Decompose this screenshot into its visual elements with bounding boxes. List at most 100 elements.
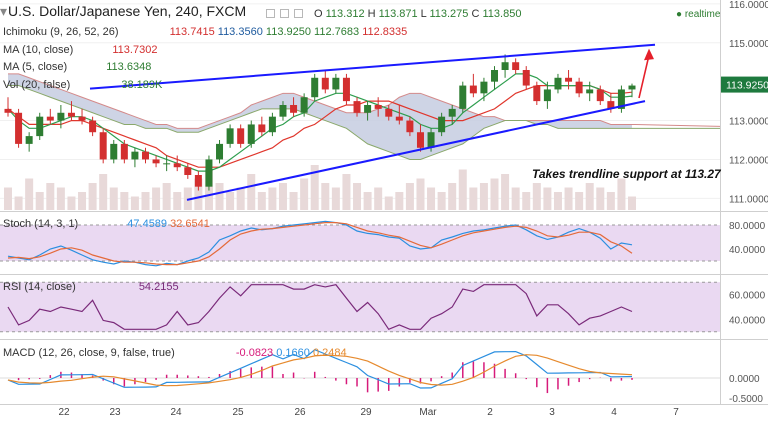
volume-bar [469, 187, 478, 210]
rsi-pane: 60.0000 40.0000 [0, 281, 766, 333]
volume-bar [247, 174, 256, 210]
ma5-legend: MA (5, close) 113.6348 [3, 61, 152, 73]
candle [607, 101, 615, 109]
ichimoku-legend: Ichimoku (9, 26, 52, 26) 113.7415 113.35… [3, 26, 408, 38]
price-pane: 116.0000 115.0000 113.0000 112.0000 111.0000… [0, 0, 768, 210]
volume-bar [35, 192, 44, 210]
candle [89, 120, 97, 133]
volume-bar [67, 196, 76, 210]
volume-bar [236, 187, 245, 210]
candle [173, 163, 181, 168]
candle [247, 124, 255, 144]
candle [152, 159, 160, 164]
ma10-line [7, 85, 633, 168]
rsi-legend: RSI (14, close) 54.2155 [3, 281, 179, 293]
realtime-indicator: ● realtime [676, 9, 721, 20]
candle [565, 77, 573, 82]
lower-trendline [186, 100, 646, 201]
candle [141, 151, 149, 160]
candle [279, 105, 287, 117]
candle [110, 143, 118, 160]
volume-bar [606, 192, 615, 210]
stoch-pane: 80.0000 40.0000 [0, 220, 766, 267]
candle [321, 77, 329, 90]
volume-bar [501, 174, 510, 210]
y-tick-label: 115.0000 [729, 39, 768, 50]
volume-bar [363, 192, 372, 210]
volume-bar [384, 196, 393, 210]
candle [300, 97, 308, 113]
x-tick-label: 26 [294, 407, 306, 418]
volume-bar [109, 187, 118, 210]
volume-bar [416, 178, 425, 210]
macd-legend: MACD (12, 26, close, 9, false, true) -0.… [3, 347, 347, 359]
candle [480, 81, 488, 94]
volume-bar [448, 183, 457, 210]
candle [4, 108, 12, 113]
candle [522, 70, 530, 86]
candle [533, 85, 541, 102]
settings-icon[interactable] [280, 9, 289, 18]
candle [237, 128, 245, 144]
volume-bar [564, 187, 573, 210]
x-tick-label: 25 [232, 407, 244, 418]
volume-bar [162, 183, 171, 210]
close-icon[interactable] [294, 9, 303, 18]
candle [364, 105, 372, 113]
candle [554, 77, 562, 90]
candle [596, 89, 604, 102]
candle [216, 143, 224, 160]
volume-bar [88, 183, 97, 210]
volume-bar [575, 192, 584, 210]
volume-bar [490, 178, 499, 210]
vol-legend: Vol (20, false) 38.189K [3, 79, 163, 91]
x-axis: 22 23 24 25 26 29 Mar 2 3 4 7 [58, 407, 679, 418]
volume-bar [395, 192, 404, 210]
candle [491, 70, 499, 82]
volume-bar [4, 187, 12, 210]
price-tag-label: 113.9250 [726, 80, 768, 92]
chevron-down-icon[interactable]: ▾ [0, 3, 8, 19]
volume-bar [268, 187, 277, 210]
stoch-tick-label: 40.0000 [729, 245, 766, 256]
candle [78, 116, 86, 121]
candle [163, 163, 171, 165]
candle [374, 105, 382, 109]
candle [194, 175, 202, 187]
x-tick-label: 24 [170, 407, 182, 418]
y-tick-label: 113.0000 [729, 117, 768, 128]
visibility-icon[interactable] [266, 9, 275, 18]
macd-tick-label: -0.5000 [729, 394, 763, 405]
candle [459, 85, 467, 109]
volume-bar [479, 183, 488, 210]
volume-bar [321, 183, 330, 210]
x-tick-label: Mar [419, 407, 437, 418]
candle [25, 136, 33, 144]
stoch-legend: Stoch (14, 3, 1) 47.4589 32.6541 [3, 218, 210, 230]
candle [395, 116, 403, 121]
volume-bar [405, 183, 414, 210]
candle [628, 85, 636, 90]
volume-bar [342, 174, 351, 210]
volume-bar [194, 178, 203, 210]
candle [438, 116, 446, 133]
volume-bar [152, 187, 161, 210]
candle [342, 77, 350, 102]
volume-bar [331, 187, 340, 210]
volume-bar [511, 187, 520, 210]
volume-bar [173, 192, 182, 210]
candle [332, 77, 340, 90]
candle [184, 167, 192, 175]
candle [67, 112, 75, 117]
arrow-head-icon [644, 48, 654, 61]
candle [586, 89, 594, 94]
rsi-band [0, 282, 720, 332]
x-tick-label: 29 [360, 407, 372, 418]
volume-bar [585, 183, 594, 210]
x-tick-label: 2 [487, 407, 493, 418]
volume-bar [300, 178, 309, 210]
volume-bar [257, 192, 266, 210]
macd-tick-label: 0.0000 [729, 374, 760, 385]
macd-line [7, 349, 633, 389]
